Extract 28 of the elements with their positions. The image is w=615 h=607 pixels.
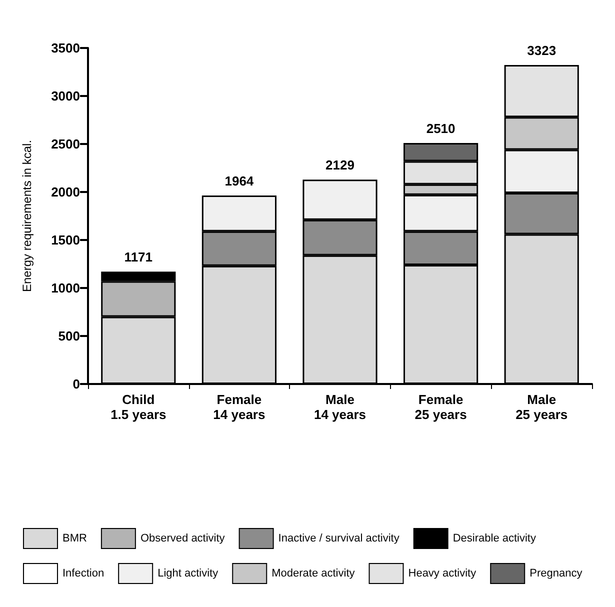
legend-label: Pregnancy	[530, 568, 583, 580]
y-tick-label: 500	[58, 328, 80, 344]
y-tick-label: 2500	[51, 136, 80, 152]
total-label: 3323	[527, 42, 556, 58]
x-tick-label: Female 14 years	[213, 392, 266, 422]
legend-label: BMR	[62, 532, 87, 544]
x-tick-label: Child 1.5 years	[110, 392, 166, 422]
y-axis-title: Energy requirements in kcal.	[20, 140, 34, 292]
y-tick-label: 3500	[51, 40, 80, 56]
legend-label: Desirable activity	[452, 532, 536, 544]
total-label: 2510	[426, 121, 456, 136]
legend-label: Infection	[62, 568, 104, 580]
y-tick-label: 2000	[51, 184, 80, 200]
y-tick-label: 1000	[51, 280, 80, 296]
x-tick-label: Male 25 years	[516, 392, 568, 422]
x-tick-label: Male 14 years	[314, 392, 366, 422]
legend-label: Light activity	[158, 568, 219, 580]
legend-label: Moderate activity	[272, 568, 356, 580]
y-tick-label: 3000	[51, 88, 80, 104]
y-tick-label: 1500	[51, 232, 80, 248]
total-label: 1964	[224, 173, 254, 188]
legend-label: Inactive / survival activity	[278, 532, 400, 544]
total-label: 2129	[326, 158, 354, 173]
total-label: 1171	[124, 250, 152, 265]
x-tick-label: Female 25 years	[414, 392, 467, 422]
legend-label: Heavy activity	[408, 568, 477, 580]
y-tick-label: 0	[72, 376, 80, 392]
legend-label: Observed activity	[140, 532, 226, 544]
